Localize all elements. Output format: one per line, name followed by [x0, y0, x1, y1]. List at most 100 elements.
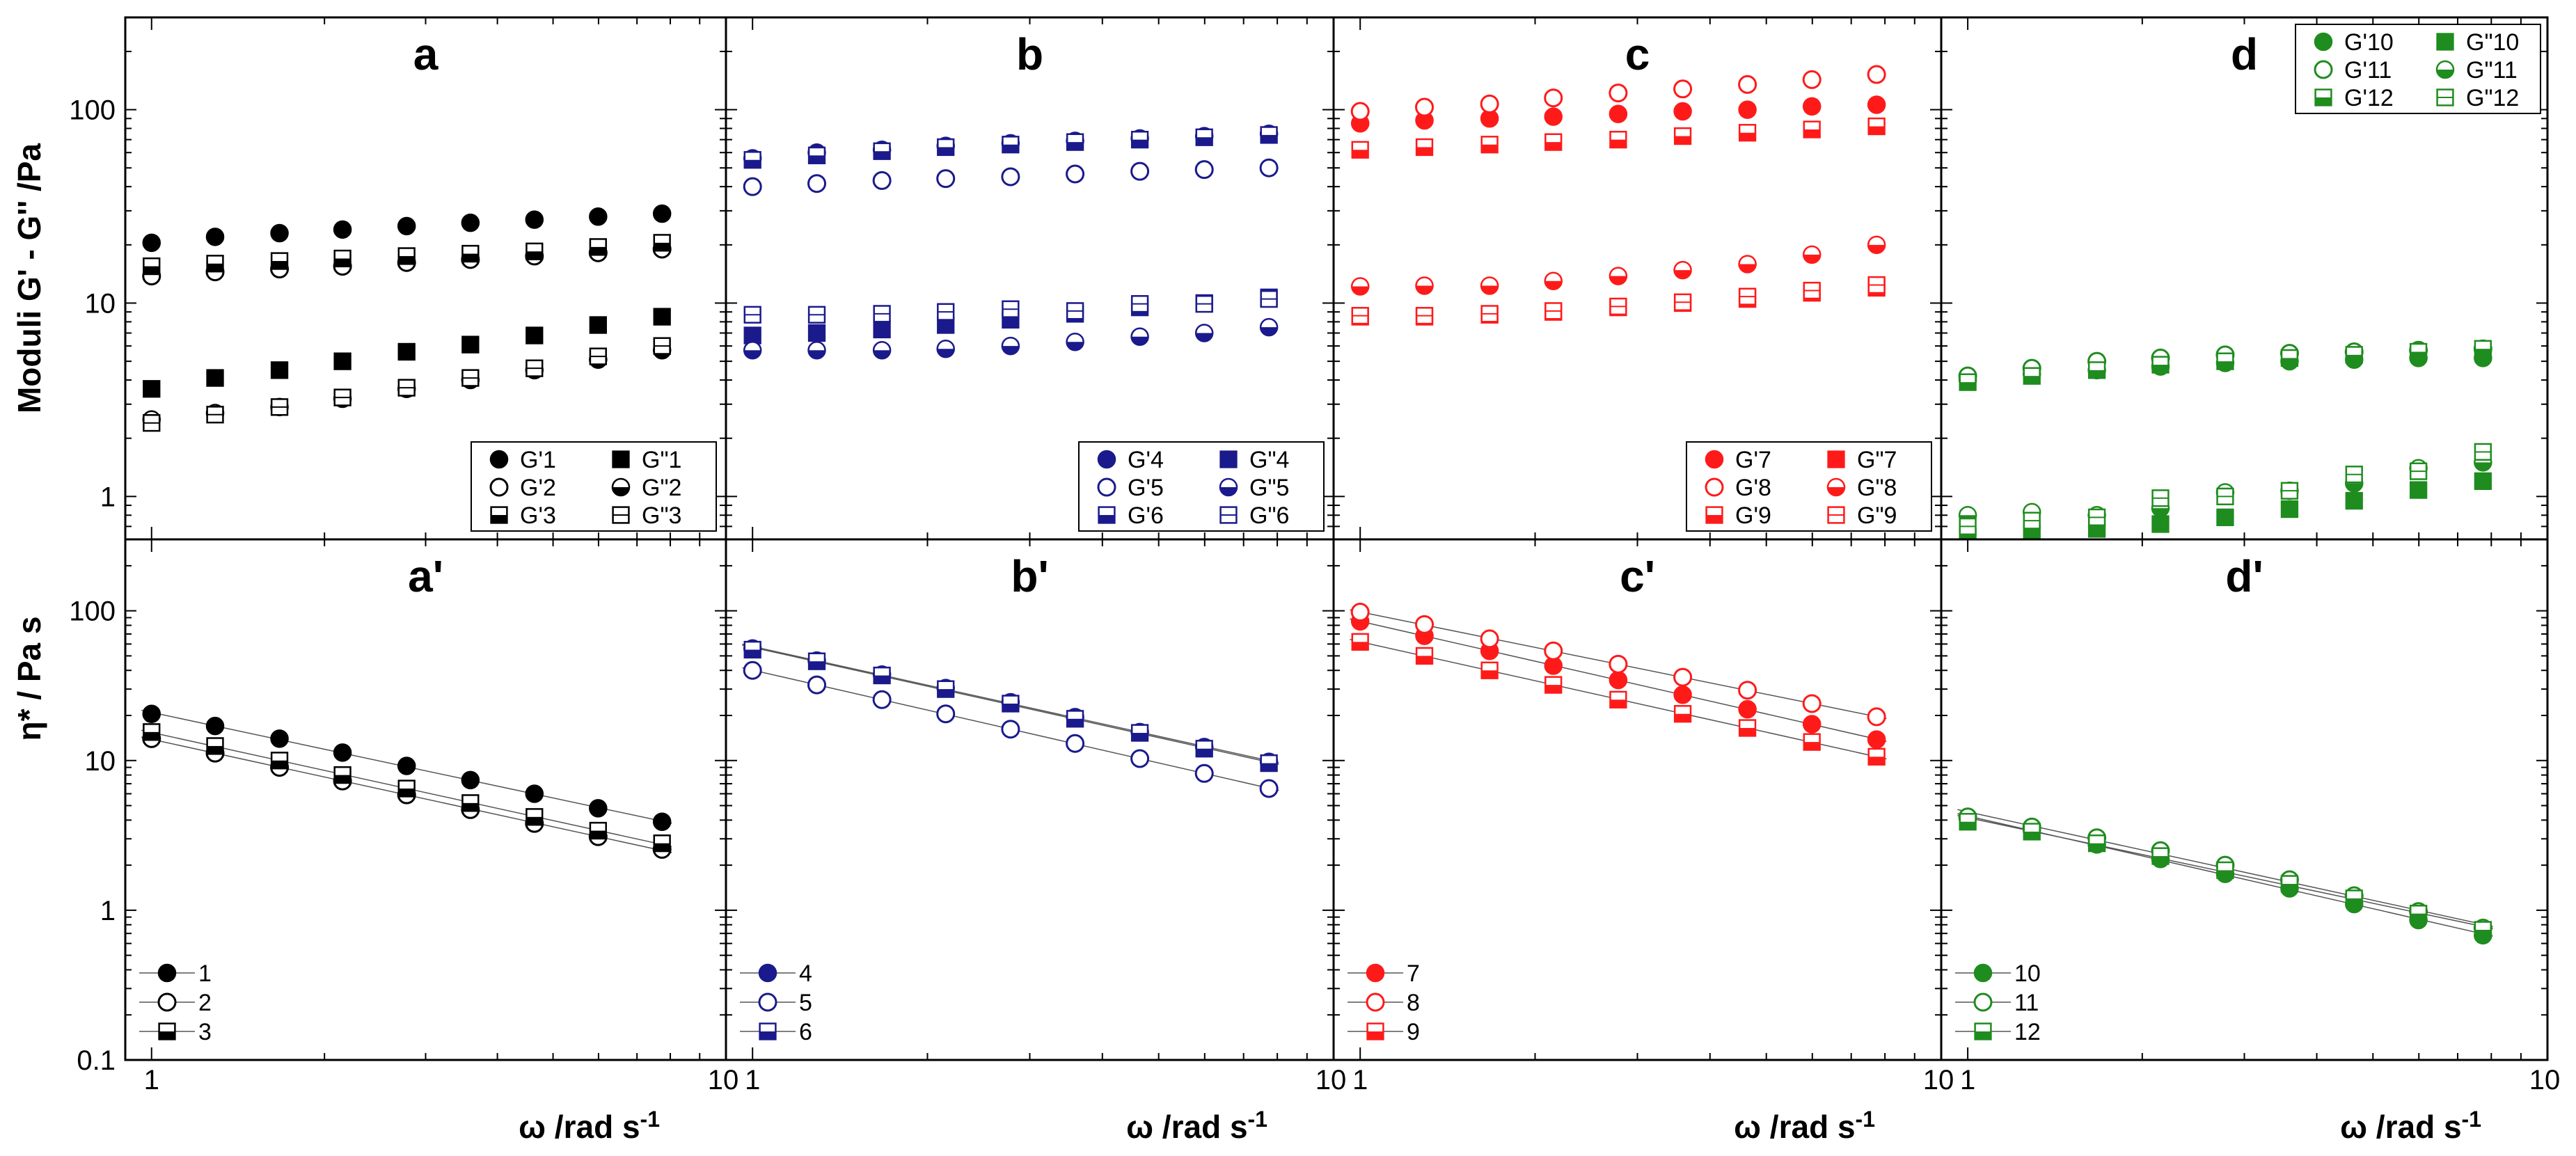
figure-frame — [124, 16, 2549, 1061]
marker-square-half-fill — [1481, 144, 1498, 153]
data-point-g-prime5 — [936, 169, 956, 189]
y-tick-label: 1 — [100, 896, 116, 926]
marker-circle-filled — [1673, 102, 1692, 121]
data-point-g-dprime8 — [1609, 267, 1628, 285]
data-point-g-prime8 — [1609, 84, 1628, 103]
marker-circle-open — [1194, 160, 1214, 180]
marker-circle-open — [1194, 763, 1214, 783]
legend-label-g-dprime11: G"11 — [2466, 57, 2518, 84]
x-tick-label: 10 — [1923, 1065, 1954, 1095]
marker-circle-open — [1415, 615, 1435, 634]
data-point-3 — [206, 737, 224, 755]
data-point-5 — [1001, 720, 1020, 739]
legend-marker-g-dprime12 — [2436, 88, 2454, 106]
marker-circle-filled — [1738, 100, 1757, 119]
legend-label-g-prime11: G'11 — [2344, 57, 2392, 84]
marker-circle-filled — [142, 233, 161, 253]
x-axis-title-base: ω /rad s — [519, 1109, 640, 1145]
data-point-g-prime6 — [807, 146, 826, 164]
data-point-g-dprime5 — [743, 341, 762, 360]
marker-circle-filled — [1544, 107, 1563, 126]
data-point-g-dprime4 — [743, 326, 761, 345]
marker-circle-open — [1973, 992, 1993, 1012]
marker-square-half-fill — [2023, 831, 2040, 840]
data-point-1 — [397, 757, 416, 775]
legend-box — [1078, 441, 1325, 532]
panel-label-d: d — [2231, 29, 2258, 79]
marker-circle-half-fill — [1352, 286, 1369, 295]
data-point-g-prime6 — [937, 138, 955, 157]
x-axis-title: ω /rad s-1 — [1126, 1107, 1267, 1145]
legend-box — [2295, 24, 2541, 114]
marker-square-half-fill — [2474, 349, 2491, 357]
data-point-g-prime1 — [397, 216, 416, 236]
data-point-g-dprime8 — [1738, 255, 1757, 274]
marker-square-half-fill — [2346, 354, 2362, 363]
marker-circle-open — [1480, 94, 1499, 113]
marker-circle-open — [1130, 749, 1150, 768]
marker-circle-filled — [652, 812, 672, 831]
legend-marker-g-prime12 — [2314, 88, 2332, 106]
data-point-g-dprime8 — [1544, 271, 1563, 291]
marker-square-filled — [653, 308, 671, 326]
data-point-g-dprime5 — [1194, 324, 1214, 342]
data-point-g-prime6 — [1260, 126, 1278, 144]
y-tick-label: 0.1 — [77, 1045, 116, 1076]
data-point-1 — [270, 729, 289, 748]
legend-a: G'1 G"1 G'2 G"2 G'3 G"3 — [471, 441, 717, 532]
legend-marker-g-dprime2 — [611, 477, 631, 497]
data-point-g-prime12 — [2409, 342, 2428, 361]
data-point-g-prime12 — [2474, 340, 2492, 358]
data-point-g-dprime6 — [807, 306, 826, 324]
legend-marker-4 — [758, 963, 777, 983]
legend-marker-g-prime3 — [490, 506, 508, 524]
data-point-6 — [1066, 710, 1084, 728]
data-point-g-prime5 — [807, 174, 827, 193]
data-point-8 — [1802, 694, 1822, 713]
data-point-5 — [743, 660, 762, 680]
legend-label-4: 4 — [799, 960, 812, 987]
marker-square-half-fill — [1416, 656, 1432, 664]
legend-label-g-dprime1: G"1 — [642, 447, 681, 473]
legend-marker-g-dprime10 — [2436, 33, 2454, 51]
marker-circle-filled — [589, 799, 608, 818]
legend-c: G'7 G"7 G'8 G"8 G'9 G"9 — [1686, 441, 1932, 532]
data-point-g-prime6 — [743, 151, 761, 169]
legend-label-g-dprime6: G"6 — [1249, 502, 1289, 529]
marker-circle-half-fill — [2474, 462, 2492, 471]
data-point-g-prime7 — [1738, 100, 1757, 119]
data-point-g-dprime8 — [1867, 235, 1886, 255]
marker-circle-open — [743, 660, 762, 680]
legend-label-g-dprime5: G"5 — [1249, 475, 1289, 501]
data-point-5 — [807, 675, 827, 695]
panel-label-c-prime: c' — [1620, 551, 1655, 601]
data-point-g-dprime10 — [2280, 500, 2299, 518]
data-point-9 — [1609, 690, 1627, 708]
data-point-g-prime5 — [743, 177, 762, 196]
marker-circle-half-fill — [1609, 276, 1627, 285]
data-point-3 — [270, 752, 289, 770]
legend-marker-6 — [759, 1022, 777, 1040]
marker-square-half-fill — [159, 1031, 175, 1040]
data-layer — [742, 639, 1279, 798]
data-point-g-dprime3 — [589, 347, 607, 365]
data-point-g-dprime9 — [1544, 302, 1563, 320]
marker-square-half-fill — [1959, 821, 1976, 830]
marker-circle-filled — [461, 213, 480, 232]
marker-square-half-fill — [1352, 150, 1368, 158]
data-point-9 — [1867, 747, 1886, 766]
data-point-g-dprime1 — [526, 326, 544, 345]
legend-label-11: 11 — [2014, 990, 2039, 1016]
marker-square-half-fill — [1959, 382, 1976, 390]
marker-square-half-fill — [2474, 930, 2491, 938]
data-point-g-prime1 — [205, 228, 225, 246]
data-point-9 — [1415, 647, 1434, 665]
legend-label-g-prime6: G'6 — [1128, 502, 1164, 529]
legend-label-g-dprime3: G"3 — [642, 502, 681, 529]
data-point-g-prime9 — [1480, 136, 1499, 154]
marker-square-filled — [397, 342, 416, 361]
data-point-g-dprime9 — [1351, 307, 1369, 325]
data-point-g-dprime5 — [1001, 336, 1020, 356]
marker-square-half-fill — [1098, 515, 1115, 523]
marker-circle-filled — [1705, 450, 1724, 469]
